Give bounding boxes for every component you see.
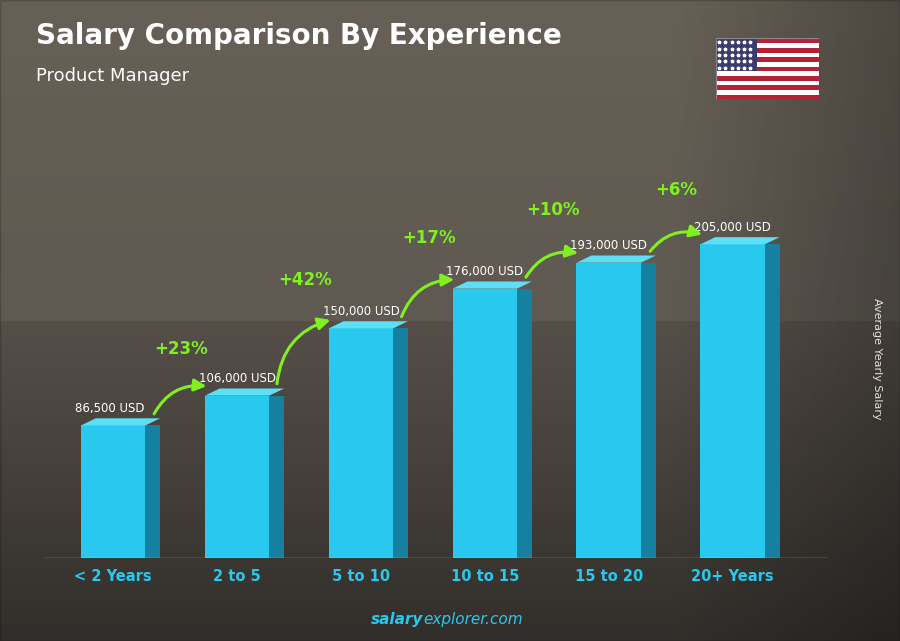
Bar bbox=[716, 57, 819, 62]
Text: 193,000 USD: 193,000 USD bbox=[571, 239, 647, 253]
Bar bbox=[716, 90, 819, 95]
FancyArrowPatch shape bbox=[154, 380, 203, 414]
Bar bbox=[716, 95, 819, 99]
Bar bbox=[716, 71, 819, 76]
Bar bbox=[716, 76, 819, 81]
Bar bbox=[81, 426, 146, 558]
Polygon shape bbox=[81, 419, 160, 426]
Text: 150,000 USD: 150,000 USD bbox=[322, 305, 400, 318]
Polygon shape bbox=[205, 388, 284, 395]
Text: +23%: +23% bbox=[154, 340, 208, 358]
Text: Average Yearly Salary: Average Yearly Salary bbox=[872, 298, 883, 420]
Polygon shape bbox=[393, 328, 408, 558]
Bar bbox=[716, 38, 757, 71]
Polygon shape bbox=[328, 321, 408, 328]
Bar bbox=[205, 395, 269, 558]
Text: +6%: +6% bbox=[655, 181, 698, 199]
Bar bbox=[716, 85, 819, 90]
Bar bbox=[716, 67, 819, 71]
Polygon shape bbox=[765, 244, 779, 558]
Text: explorer.com: explorer.com bbox=[423, 612, 523, 627]
FancyArrowPatch shape bbox=[401, 275, 451, 317]
Polygon shape bbox=[269, 395, 284, 558]
FancyArrowPatch shape bbox=[526, 246, 575, 277]
Polygon shape bbox=[517, 288, 532, 558]
Bar bbox=[716, 38, 819, 43]
Polygon shape bbox=[641, 263, 656, 558]
Bar bbox=[716, 53, 819, 57]
Bar bbox=[700, 244, 765, 558]
Text: 205,000 USD: 205,000 USD bbox=[694, 221, 771, 234]
Text: salary: salary bbox=[371, 612, 423, 627]
Polygon shape bbox=[146, 426, 160, 558]
Text: +42%: +42% bbox=[278, 271, 332, 288]
Polygon shape bbox=[577, 256, 656, 263]
Text: +10%: +10% bbox=[526, 201, 580, 219]
Bar bbox=[453, 288, 517, 558]
Bar bbox=[716, 43, 819, 48]
Bar bbox=[328, 328, 393, 558]
Text: 86,500 USD: 86,500 USD bbox=[75, 402, 144, 415]
Bar bbox=[716, 62, 819, 67]
Polygon shape bbox=[453, 281, 532, 288]
Bar bbox=[577, 263, 641, 558]
Bar bbox=[716, 48, 819, 53]
FancyArrowPatch shape bbox=[650, 226, 699, 251]
Text: +17%: +17% bbox=[402, 229, 455, 247]
Text: 106,000 USD: 106,000 USD bbox=[199, 372, 275, 385]
Text: Salary Comparison By Experience: Salary Comparison By Experience bbox=[36, 22, 562, 51]
Text: 176,000 USD: 176,000 USD bbox=[446, 265, 524, 278]
Text: Product Manager: Product Manager bbox=[36, 67, 189, 85]
Bar bbox=[716, 81, 819, 85]
FancyArrowPatch shape bbox=[277, 319, 328, 384]
Polygon shape bbox=[700, 237, 779, 244]
